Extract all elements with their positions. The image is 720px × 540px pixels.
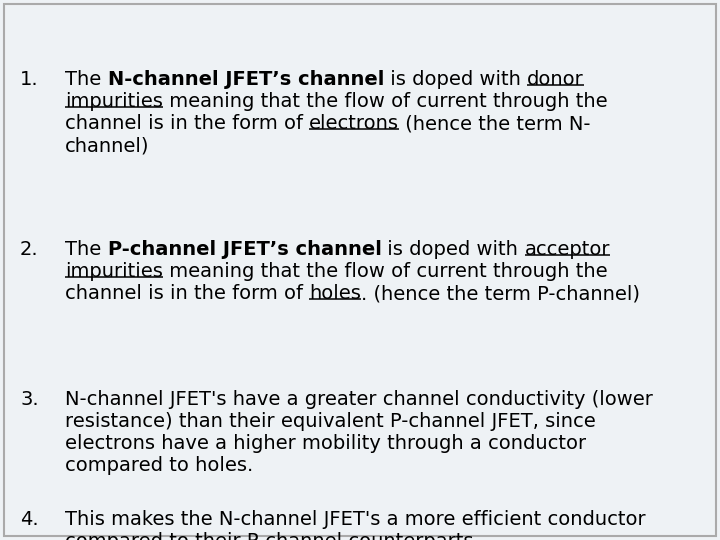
Text: meaning that the flow of current through the: meaning that the flow of current through… <box>163 262 608 281</box>
Text: 4.: 4. <box>20 510 39 529</box>
Text: (hence the term N-: (hence the term N- <box>400 114 590 133</box>
Text: is doped with: is doped with <box>382 240 524 259</box>
Text: is doped with: is doped with <box>384 70 527 89</box>
Text: impurities: impurities <box>65 92 163 111</box>
Text: The: The <box>65 240 107 259</box>
Text: meaning that the flow of current through the: meaning that the flow of current through… <box>163 92 608 111</box>
Text: 1.: 1. <box>20 70 39 89</box>
Text: The: The <box>65 70 107 89</box>
Text: P-channel JFET’s channel: P-channel JFET’s channel <box>107 240 382 259</box>
Text: N-channel JFET’s channel: N-channel JFET’s channel <box>107 70 384 89</box>
Text: compared to their P-channel counterparts.: compared to their P-channel counterparts… <box>65 532 480 540</box>
Text: 3.: 3. <box>20 390 39 409</box>
Text: N-channel JFET's have a greater channel conductivity (lower: N-channel JFET's have a greater channel … <box>65 390 653 409</box>
Text: 2.: 2. <box>20 240 39 259</box>
Text: resistance) than their equivalent P-channel JFET, since: resistance) than their equivalent P-chan… <box>65 412 595 431</box>
Text: channel): channel) <box>65 136 150 155</box>
Text: . (hence the term P-channel): . (hence the term P-channel) <box>361 284 640 303</box>
Text: compared to holes.: compared to holes. <box>65 456 253 475</box>
Text: holes: holes <box>310 284 361 303</box>
Text: This makes the N-channel JFET's a more efficient conductor: This makes the N-channel JFET's a more e… <box>65 510 646 529</box>
Text: channel is in the form of: channel is in the form of <box>65 114 310 133</box>
Text: acceptor: acceptor <box>524 240 610 259</box>
Text: donor: donor <box>527 70 584 89</box>
Text: electrons have a higher mobility through a conductor: electrons have a higher mobility through… <box>65 434 586 453</box>
FancyBboxPatch shape <box>4 4 716 536</box>
Text: impurities: impurities <box>65 262 163 281</box>
Text: electrons: electrons <box>310 114 400 133</box>
Text: channel is in the form of: channel is in the form of <box>65 284 310 303</box>
